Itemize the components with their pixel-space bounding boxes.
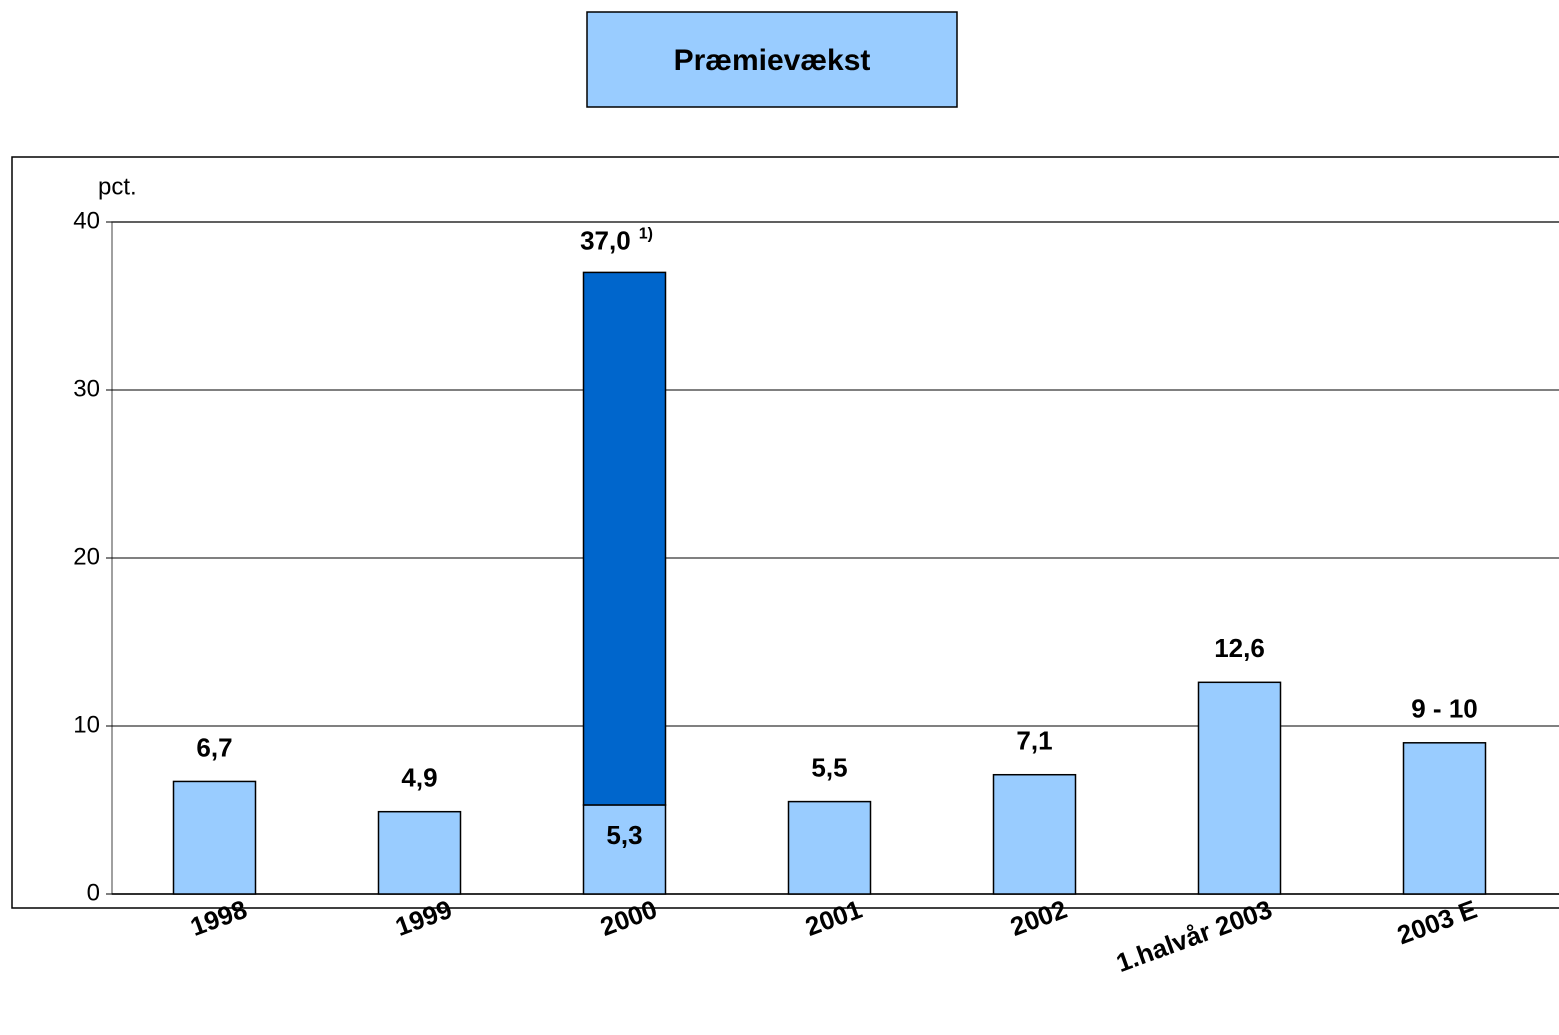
data-label: 6,7 <box>196 732 232 762</box>
annotation: 37,0 1) <box>580 225 653 255</box>
x-tick-label: 2002 <box>1006 894 1071 942</box>
annotation-value: 37,0 <box>580 225 631 255</box>
y-tick-label: 20 <box>73 543 100 570</box>
chart-border <box>11 156 1559 909</box>
y-tick-label: 40 <box>73 207 100 234</box>
title-box <box>586 11 958 108</box>
bar <box>992 773 1077 895</box>
data-label: 7,1 <box>1016 726 1052 756</box>
bar <box>1197 681 1282 895</box>
bar <box>377 810 462 895</box>
chart-title: Præmievækst <box>674 44 871 77</box>
data-label: 5,5 <box>811 752 847 782</box>
x-tick-label: 1999 <box>391 894 456 942</box>
bar <box>1402 742 1487 895</box>
x-tick-label: 2001 <box>801 894 866 942</box>
bar <box>582 271 667 806</box>
y-tick-label: 0 <box>87 879 100 906</box>
data-label: 12,6 <box>1214 633 1265 663</box>
x-tick-label: 1.halvår 2003 <box>1112 894 1276 978</box>
x-tick-label: 1998 <box>186 894 251 942</box>
data-label: 5,3 <box>606 820 642 850</box>
data-label: 9 - 10 <box>1411 694 1478 724</box>
data-label: 4,9 <box>401 763 437 793</box>
y-tick-label: 30 <box>73 375 100 402</box>
annotation-note: 1) <box>639 226 653 243</box>
bar <box>172 780 257 895</box>
x-tick-label: 2000 <box>596 894 661 942</box>
y-tick-label: 10 <box>73 711 100 738</box>
bar <box>787 800 872 895</box>
y-axis-label: pct. <box>98 173 137 200</box>
x-tick-label: 2003 E <box>1393 894 1481 950</box>
